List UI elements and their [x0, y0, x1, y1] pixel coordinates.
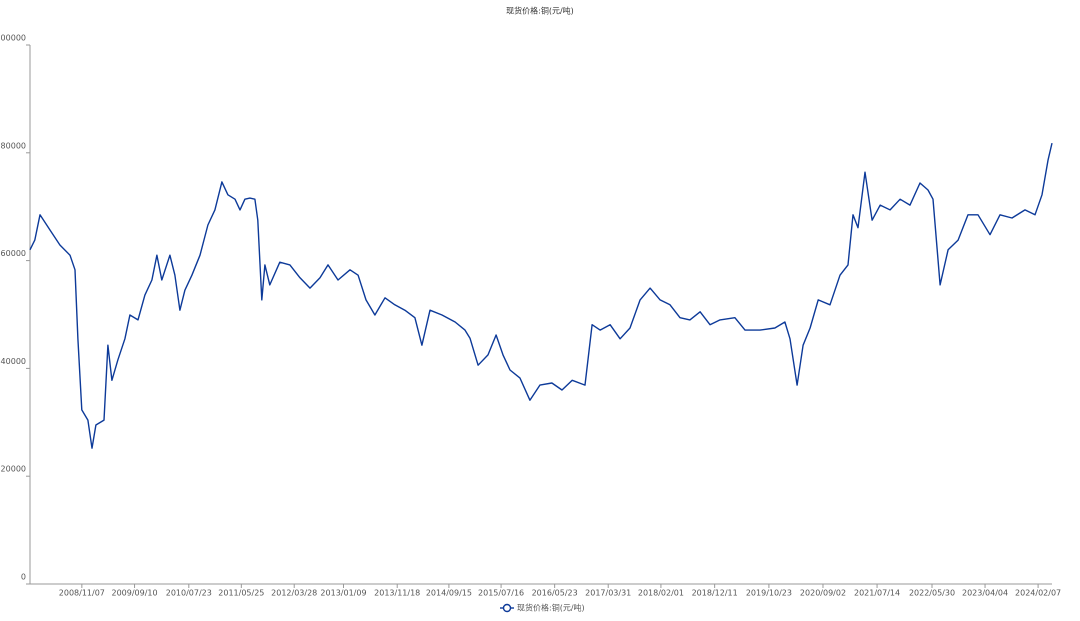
- y-tick-label: 100000: [0, 34, 26, 43]
- x-tick-label: 2009/09/10: [111, 589, 157, 598]
- x-tick-label: 2008/11/07: [59, 589, 105, 598]
- x-tick-label: 2013/01/09: [320, 589, 366, 598]
- y-tick-label: 80000: [1, 141, 26, 150]
- x-tick-label: 2018/12/11: [692, 589, 738, 598]
- legend-marker: [502, 603, 512, 613]
- y-tick-label: 20000: [1, 465, 26, 474]
- y-tick-label: 60000: [1, 249, 26, 258]
- x-tick-label: 2013/11/18: [374, 589, 420, 598]
- x-tick-label: 2024/02/07: [1015, 589, 1061, 598]
- x-tick-label: 2023/04/04: [962, 589, 1008, 598]
- x-tick-label: 2014/09/15: [426, 589, 472, 598]
- x-tick-label: 2016/05/23: [532, 589, 578, 598]
- y-tick-label: 0: [21, 573, 26, 582]
- x-tick-label: 2022/05/30: [909, 589, 955, 598]
- x-tick-label: 2020/09/02: [800, 589, 846, 598]
- legend-label: 现货价格:铜(元/吨): [517, 603, 585, 613]
- series-line: [29, 142, 1053, 449]
- x-tick-label: 2018/02/01: [638, 589, 684, 598]
- x-tick-label: 2019/10/23: [746, 589, 792, 598]
- y-tick-label: 40000: [1, 357, 26, 366]
- x-tick-label: 2017/03/31: [585, 589, 631, 598]
- chart-title: 现货价格:铜(元/吨): [506, 6, 574, 16]
- x-tick-label: 2010/07/23: [166, 589, 212, 598]
- x-tick-label: 2021/07/14: [854, 589, 900, 598]
- x-tick-label: 2015/07/16: [478, 589, 524, 598]
- x-tick-label: 2011/05/25: [218, 589, 264, 598]
- x-tick-label: 2012/03/28: [271, 589, 317, 598]
